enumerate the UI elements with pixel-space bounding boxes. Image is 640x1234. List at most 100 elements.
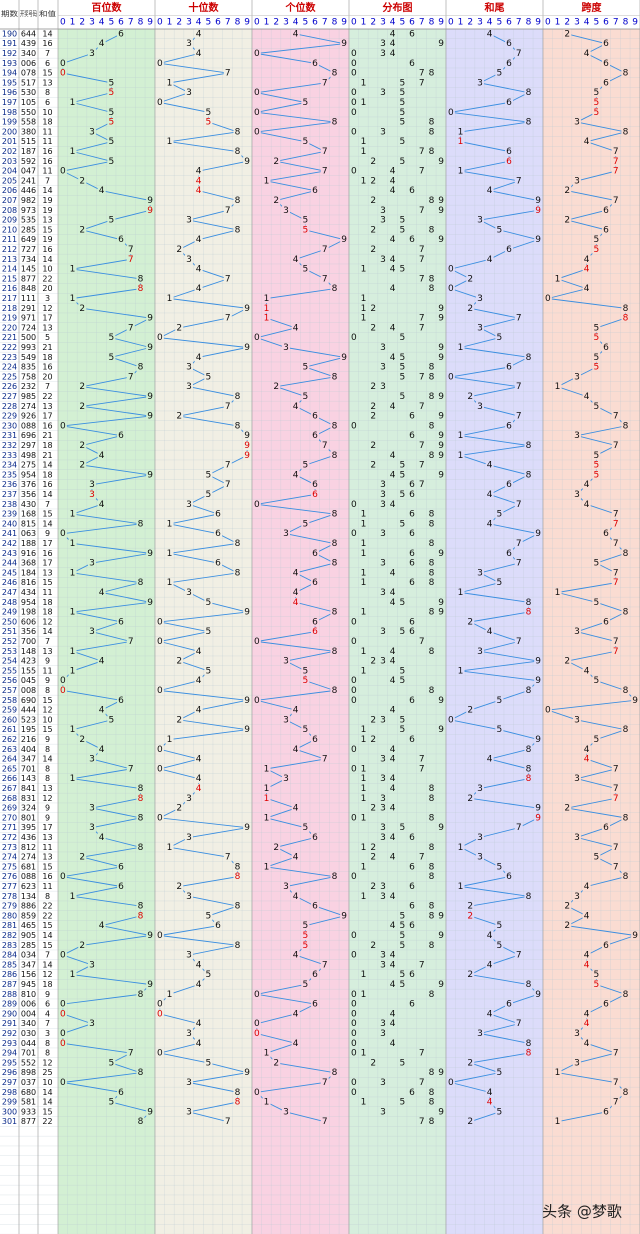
period: 254 (2, 657, 17, 666)
trend-digit: 9 (632, 696, 638, 706)
distribution-digit: 8 (429, 784, 435, 794)
period: 220 (2, 323, 17, 332)
trend-digit: 7 (516, 823, 522, 833)
digit-backdrop (505, 58, 514, 68)
trend-digit: 0 (254, 1088, 260, 1098)
digit-backdrop (563, 29, 572, 39)
trend-digit: 8 (235, 568, 241, 578)
trend-digit: 8 (235, 225, 241, 235)
digit-header: 8 (332, 18, 338, 28)
distribution-digit: 3 (380, 882, 386, 892)
digit-backdrop (311, 490, 320, 499)
sum: 12 (42, 1058, 52, 1067)
period: 263 (2, 745, 17, 754)
trend-digit: 0 (545, 706, 551, 716)
distribution-digit: 0 (351, 529, 357, 539)
trend-digit: 5 (496, 510, 502, 520)
period: 267 (2, 784, 17, 793)
sum: 14 (42, 960, 52, 969)
draw-number: 030 (21, 1029, 36, 1038)
digit-backdrop (621, 303, 630, 313)
digit-backdrop (58, 872, 67, 882)
digit-backdrop (107, 156, 116, 166)
digit-backdrop (68, 568, 77, 578)
sum: 7 (45, 1019, 50, 1028)
trend-digit: 1 (70, 539, 76, 549)
digit-backdrop (194, 980, 203, 989)
period: 269 (2, 804, 17, 813)
draw-number: 916 (21, 549, 36, 558)
period: 223 (2, 353, 17, 362)
digit-backdrop (87, 803, 96, 813)
distribution-digit: 3 (380, 1078, 386, 1088)
trend-digit: 3 (186, 382, 192, 392)
distribution-digit: 5 (399, 598, 405, 608)
trend-digit: 0 (157, 931, 163, 941)
trend-digit: 5 (108, 137, 114, 147)
digit-backdrop (592, 323, 601, 333)
digit-header: 0 (60, 18, 66, 28)
distribution-digit: 9 (438, 980, 444, 990)
digit-backdrop (602, 39, 611, 49)
period: 248 (2, 598, 17, 607)
digit-backdrop (301, 519, 310, 529)
sum: 16 (42, 157, 52, 166)
trend-digit: 3 (477, 568, 483, 578)
sum: 19 (42, 196, 52, 205)
trend-digit: 9 (244, 157, 250, 167)
period: 217 (2, 294, 17, 303)
draw-number: 105 (21, 98, 36, 107)
distribution-digit: 8 (429, 647, 435, 657)
trend-digit: 9 (341, 235, 347, 245)
digit-backdrop (68, 774, 77, 784)
digit-backdrop (514, 313, 523, 323)
draw-number: 517 (21, 78, 36, 87)
draw-number: 380 (21, 127, 36, 136)
digit-backdrop (301, 225, 310, 235)
digit-backdrop (68, 147, 77, 156)
distribution-digit: 6 (409, 921, 415, 931)
distribution-digit: 5 (399, 1098, 405, 1108)
trend-digit: 2 (564, 29, 570, 39)
trend-digit: 3 (574, 1029, 580, 1039)
distribution-digit: 4 (390, 706, 396, 716)
distribution-digit: 0 (351, 98, 357, 108)
draw-number: 700 (21, 637, 36, 646)
digit-backdrop (223, 460, 232, 470)
draw-number: 297 (21, 441, 36, 450)
digit-backdrop (446, 372, 455, 382)
distribution-digit: 8 (429, 902, 435, 912)
trend-digit: 4 (99, 186, 105, 196)
distribution-digit: 2 (370, 735, 376, 745)
distribution-digit: 3 (380, 892, 386, 902)
period: 241 (2, 529, 17, 538)
digit-backdrop (456, 450, 465, 460)
draw-number: 008 (21, 686, 36, 695)
draw-number: 515 (21, 137, 36, 146)
period: 278 (2, 892, 17, 901)
distribution-digit: 3 (380, 715, 386, 725)
sum: 12 (42, 706, 52, 715)
digit-backdrop (611, 637, 620, 646)
digit-backdrop (175, 656, 184, 666)
digit-backdrop (165, 989, 174, 999)
digit-backdrop (330, 686, 339, 695)
distribution-digit: 9 (438, 823, 444, 833)
trend-digit: 6 (506, 872, 512, 882)
period: 279 (2, 902, 17, 911)
trend-digit: 8 (235, 147, 241, 157)
trend-digit: 7 (613, 167, 619, 177)
trend-digit: 7 (322, 441, 328, 451)
trend-digit: 5 (302, 363, 308, 373)
period: 239 (2, 510, 17, 519)
digit-backdrop (204, 970, 213, 980)
distribution-digit: 8 (429, 539, 435, 549)
distribution-digit: 3 (380, 960, 386, 970)
digit-backdrop (485, 254, 494, 264)
trend-digit: 4 (487, 186, 493, 196)
digit-backdrop (301, 264, 310, 274)
digit-backdrop (107, 1058, 116, 1068)
distribution-digit: 4 (390, 29, 396, 39)
digit-backdrop (87, 754, 96, 764)
trend-digit: 1 (555, 588, 561, 598)
